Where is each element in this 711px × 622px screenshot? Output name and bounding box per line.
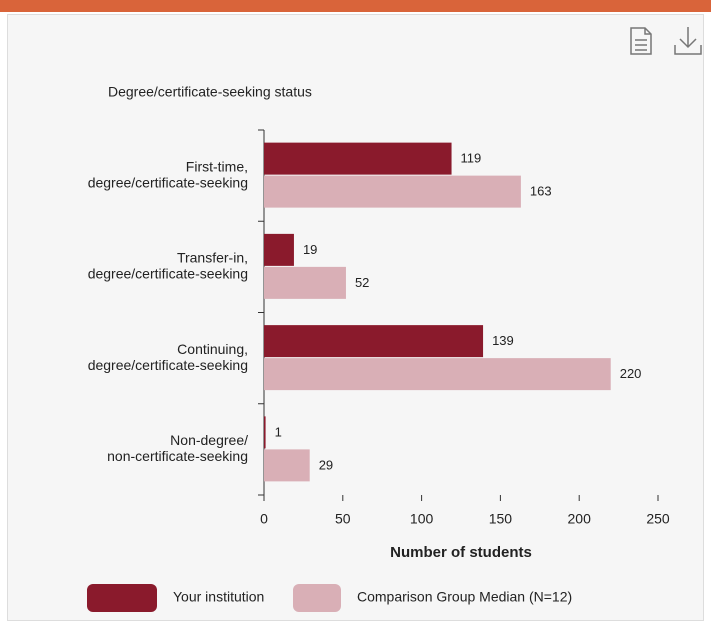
y-tick-label: degree/certificate-seeking (88, 357, 248, 373)
legend-swatch (87, 584, 157, 612)
x-axis-label: Number of students (390, 544, 532, 561)
bar (264, 266, 346, 299)
report-icon[interactable] (630, 27, 652, 55)
y-tick-label: non-certificate-seeking (107, 448, 248, 464)
value-label: 119 (461, 151, 482, 166)
value-label: 1 (275, 424, 282, 439)
y-tick-label: First-time, (186, 158, 248, 174)
x-tick-label: 0 (260, 511, 268, 527)
x-tick-label: 100 (410, 511, 434, 527)
value-label: 139 (492, 333, 514, 348)
legend-label: Your institution (173, 589, 264, 605)
legend-label: Comparison Group Median (N=12) (357, 589, 572, 605)
x-tick-label: 200 (568, 511, 592, 527)
y-tick-label: Non-degree/ (170, 432, 248, 448)
bar (264, 233, 294, 266)
top-bar (0, 0, 711, 12)
bar (264, 325, 484, 358)
bar (264, 175, 521, 208)
bar (264, 449, 310, 482)
bar (264, 358, 611, 391)
value-label: 19 (303, 242, 317, 257)
value-label: 29 (319, 457, 333, 472)
bar (264, 142, 452, 175)
y-tick-label: degree/certificate-seeking (88, 266, 248, 282)
x-tick-label: 150 (489, 511, 513, 527)
bar (264, 416, 266, 449)
download-icon[interactable] (674, 27, 702, 55)
value-label: 220 (620, 366, 642, 381)
x-tick-label: 50 (335, 511, 351, 527)
x-tick-label: 250 (646, 511, 670, 527)
y-tick-label: Transfer-in, (177, 250, 248, 266)
value-label: 163 (530, 184, 552, 199)
panel (7, 14, 704, 621)
value-label: 52 (355, 275, 369, 290)
y-tick-label: degree/certificate-seeking (88, 174, 248, 190)
y-tick-label: Continuing, (177, 341, 248, 357)
chart-title: Degree/certificate-seeking status (108, 84, 312, 100)
legend-swatch (293, 584, 341, 612)
